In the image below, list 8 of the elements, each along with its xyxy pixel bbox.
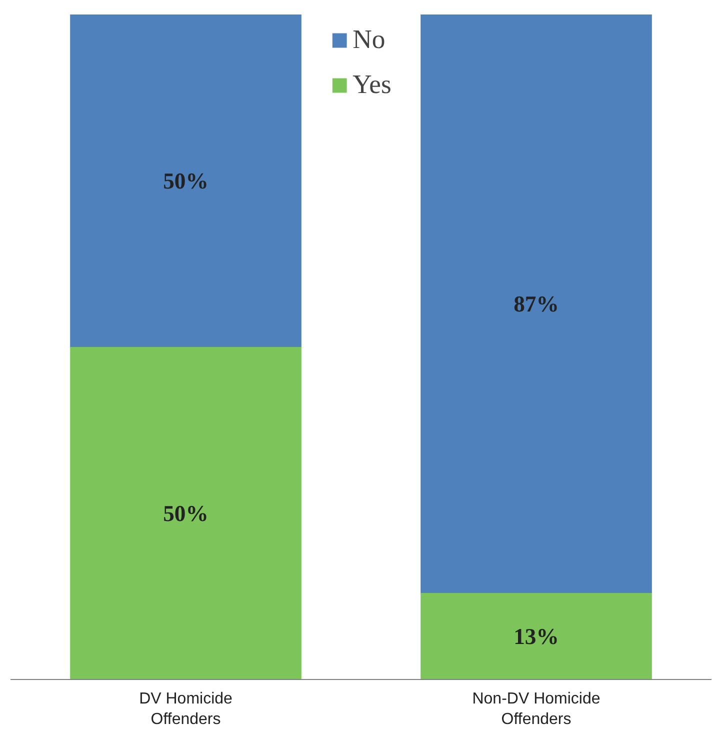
data-label: 87%: [514, 291, 559, 316]
data-label: 50%: [163, 168, 208, 194]
data-label: 50%: [163, 500, 208, 526]
legend-label: Yes: [352, 69, 392, 100]
legend-label: No: [352, 24, 386, 55]
x-tick-label: DV Homicide Offenders: [139, 690, 233, 728]
data-label: 13%: [514, 624, 559, 649]
x-tick-label: Non-DV Homicide Offenders: [472, 690, 600, 728]
